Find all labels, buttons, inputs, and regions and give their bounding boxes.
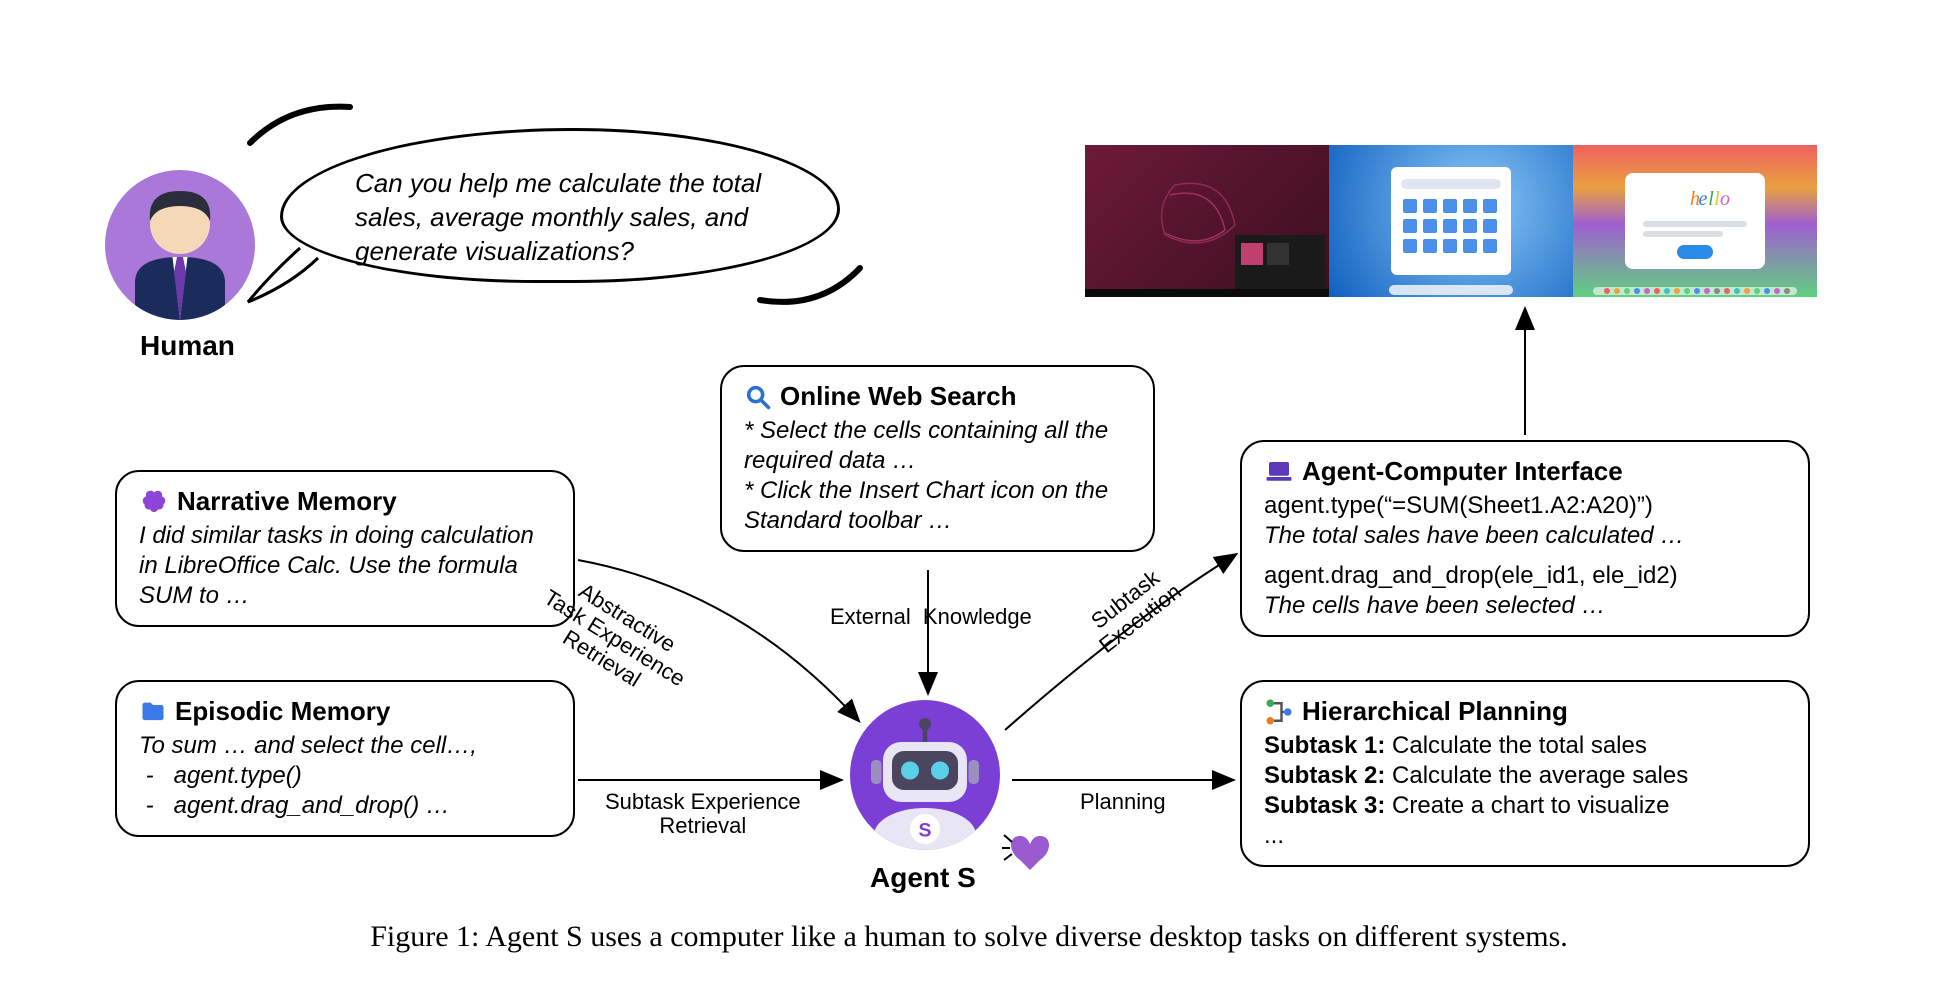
edge-external: External Knowledge (830, 605, 1032, 629)
edge-subtask-retrieval: Subtask Experience Retrieval (605, 790, 801, 838)
edge-planning: Planning (1080, 790, 1166, 814)
figure-stage: Human Can you help me calculate the tota… (0, 0, 1938, 998)
figure-caption: Figure 1: Agent S uses a computer like a… (0, 920, 1938, 954)
arrows-layer (0, 0, 1938, 998)
